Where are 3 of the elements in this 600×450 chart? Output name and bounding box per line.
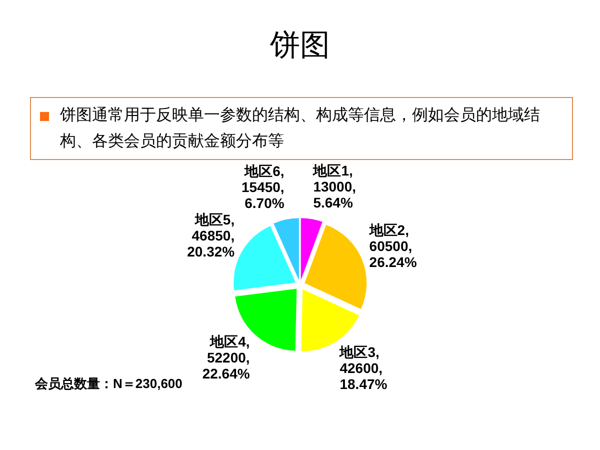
title: 饼图: [269, 28, 331, 64]
subtitle: 饼图通常用于反映单一参数的结构、构成等信息，例如会员的地域结构、各类会员的贡献金额分布等: [60, 106, 541, 152]
annotation: 会员总数量：N＝230,600: [35, 376, 182, 392]
